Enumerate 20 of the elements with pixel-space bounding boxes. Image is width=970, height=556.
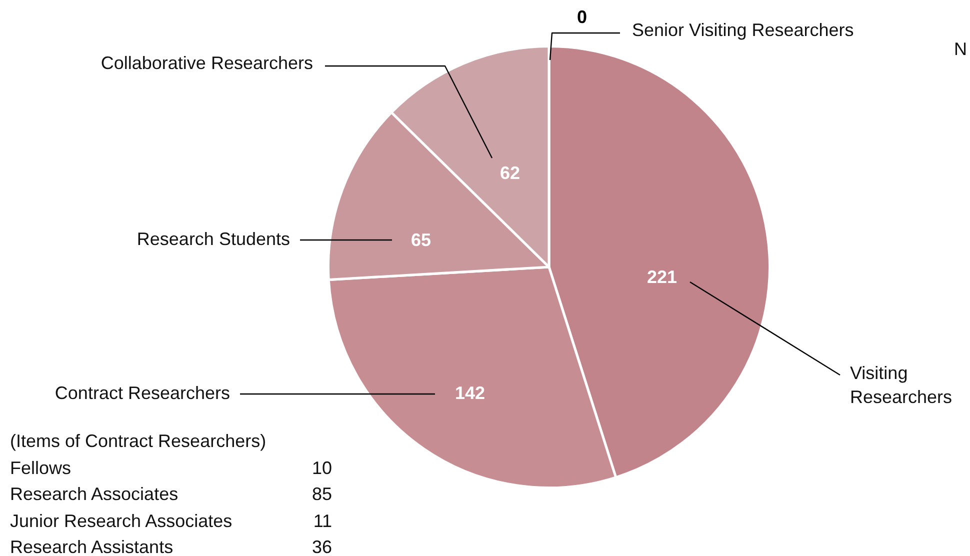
data-label: 36: [310, 536, 332, 556]
data-label: 142: [454, 382, 486, 403]
text: 0: [576, 6, 588, 27]
category-label: Junior Research Associates: [10, 510, 234, 532]
slice-label: Visiting Researchers: [850, 362, 952, 407]
data-label: 10: [310, 456, 332, 480]
slice-label: Contract Researchers: [54, 382, 230, 403]
slice-label: Research Students: [136, 228, 290, 249]
text: N: [954, 38, 967, 59]
data-label: 65: [410, 230, 432, 250]
category-label: Research Assistants: [10, 536, 174, 556]
slice-label: Collaborative Researchers: [100, 52, 313, 73]
data-label: 11: [312, 510, 332, 532]
category-label: Fellows: [10, 456, 72, 480]
category-label: Senior Visiting Researchers: [632, 20, 854, 40]
text: (Items of Contract Researchers): [10, 430, 268, 453]
category-label: Research Associates: [10, 483, 180, 506]
data-label: 62: [500, 162, 520, 183]
data-label: 221: [646, 266, 678, 287]
data-label: 85: [310, 483, 332, 506]
